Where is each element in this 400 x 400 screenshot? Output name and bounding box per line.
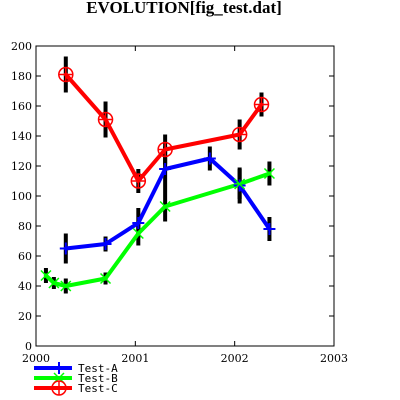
test-b-line xyxy=(43,171,272,288)
x-tick-label: 2001 xyxy=(121,352,149,365)
x-marker-b xyxy=(100,272,112,285)
test-c-point xyxy=(130,173,147,189)
test-b-point xyxy=(48,277,60,289)
test-c-line xyxy=(63,72,264,183)
x-tick-label: 2003 xyxy=(320,352,348,365)
y-tick-label: 40 xyxy=(18,280,32,293)
test-a-point xyxy=(59,242,72,255)
y-tick-label: 120 xyxy=(11,160,32,173)
y-tick-label: 180 xyxy=(11,70,32,83)
x-marker-b xyxy=(263,167,275,180)
series-markers xyxy=(40,66,276,292)
test-a-legend-label: Test-A xyxy=(78,362,118,375)
y-tick-label: 60 xyxy=(18,250,32,263)
test-a-point xyxy=(159,163,172,175)
test-c-legend-marker xyxy=(51,380,67,396)
y-tick-label: 80 xyxy=(18,220,32,233)
x-tick-label: 2000 xyxy=(22,352,50,365)
test-a-point xyxy=(203,152,216,165)
test-c-point xyxy=(97,111,114,128)
test-b-point xyxy=(60,280,72,292)
test-b-point xyxy=(132,227,144,240)
test-b-point xyxy=(263,167,275,180)
test-c-point xyxy=(58,66,74,83)
test-a-point xyxy=(263,223,276,235)
x-marker-b xyxy=(132,227,144,240)
test-b-point xyxy=(159,200,171,213)
y-tick-label: 100 xyxy=(11,190,32,203)
test-b-legend-label: Test-B xyxy=(78,372,118,385)
y-tick-label: 140 xyxy=(11,130,32,143)
chart-title: EVOLUTION[fig_test.dat] xyxy=(86,0,282,17)
x-marker-b xyxy=(40,269,52,282)
y-tick-label: 20 xyxy=(18,310,32,323)
test-a-point xyxy=(132,217,145,229)
y-tick-label: 0 xyxy=(25,340,32,353)
x-marker-b xyxy=(60,280,72,292)
test-b-point xyxy=(234,178,246,190)
x-marker-b xyxy=(234,178,246,190)
test-a-point xyxy=(233,179,246,192)
x-tick-label: 2002 xyxy=(221,352,249,365)
y-tick-label: 160 xyxy=(11,100,32,113)
test-c-legend-label: Test-C xyxy=(78,382,118,395)
y-tick-label: 200 xyxy=(11,40,32,53)
x-marker-b xyxy=(48,277,60,289)
test-c-point xyxy=(157,141,173,158)
test-a-point xyxy=(99,238,112,250)
test-b-point xyxy=(100,272,112,285)
test-c-point xyxy=(253,96,270,113)
axis-ticks: 0 20 40 60 80 100 120 140 160 180 200 2000 2001 2002 2… xyxy=(11,40,348,365)
test-a-legend-marker xyxy=(53,362,65,374)
test-c-point xyxy=(231,126,248,143)
x-marker-b xyxy=(159,200,171,213)
